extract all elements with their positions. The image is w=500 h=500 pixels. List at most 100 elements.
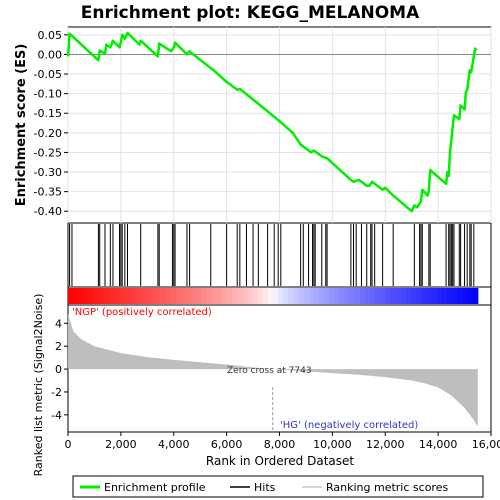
rank-gradient-segment — [288, 288, 294, 304]
rank-gradient-segment — [262, 288, 269, 304]
rank-gradient-segment — [155, 288, 161, 304]
rank-gradient-segment — [93, 288, 100, 304]
rank-gradient-segment — [375, 288, 382, 304]
rank-gradient-segment — [293, 288, 300, 304]
x-tick-label: 12,000 — [366, 438, 405, 451]
rank-gradient-segment — [216, 288, 223, 304]
x-tick-label: 10,000 — [313, 438, 352, 451]
rank-gradient-segment — [436, 288, 443, 304]
ranking-metric-series — [68, 314, 478, 427]
x-tick-label: 2,000 — [105, 438, 137, 451]
rank-gradient-segment — [416, 288, 423, 304]
rank-gradient-segment — [160, 288, 166, 304]
rank-gradient-segment — [298, 288, 305, 304]
legend-enrichment-label: Enrichment profile — [104, 481, 206, 494]
rank-gradient-segment — [411, 288, 417, 304]
enrichment-profile-line — [66, 31, 478, 213]
rank-gradient-segment — [206, 288, 213, 304]
rank-gradient-segment — [175, 288, 182, 304]
rank-gradient-segment — [180, 288, 187, 304]
rank-gradient-segment — [237, 288, 243, 304]
rank-gradient-segment — [303, 288, 310, 304]
ranking-metric-area — [68, 314, 478, 427]
x-tick-label: 14,000 — [419, 438, 458, 451]
x-axis-label: Rank in Ordered Dataset — [206, 454, 354, 468]
rank-gradient-segment — [318, 288, 325, 304]
rank-gradient-segment — [144, 288, 151, 304]
rank-gradient-segment — [252, 288, 259, 304]
rank-gradient-segment — [242, 288, 248, 304]
rank-gradient-segment — [421, 288, 428, 304]
rank-gradient-segment — [380, 288, 387, 304]
rank-gradient-segment — [313, 288, 320, 304]
rank-gradient-segment — [467, 288, 474, 304]
rank-gradient-segment — [98, 288, 105, 304]
es-y-ticks: 0.05 0.00 -0.05 -0.10 -0.15 -0.20 -0.25 -0.30 -0… — [34, 29, 68, 218]
es-y-tick-label: 0.00 — [38, 48, 63, 61]
legend-hits-label: Hits — [254, 481, 276, 494]
rank-gradient-segment — [283, 288, 289, 304]
rank-gradient-segment — [457, 288, 464, 304]
rank-gradient-segment — [390, 288, 397, 304]
rank-gradient-segment — [272, 288, 279, 304]
rank-gradient-segment — [344, 288, 351, 304]
rank-gradient-segment — [88, 288, 95, 304]
es-y-tick-label: -0.20 — [34, 127, 62, 140]
rank-gradient-segment — [257, 288, 264, 304]
legend-metric-label: Ranking metric scores — [326, 481, 448, 494]
rank-gradient-segment — [119, 288, 125, 304]
rank-gradient-segment — [365, 288, 371, 304]
rank-gradient-segment — [426, 288, 433, 304]
rank-gradient-segment — [139, 288, 146, 304]
metric-y-tick-label: 0 — [55, 363, 62, 376]
rank-gradient-segment — [278, 288, 284, 304]
rank-gradient-segment — [108, 288, 115, 304]
rank-gradient-segment — [308, 288, 315, 304]
metric-y-tick-label: -4 — [51, 409, 62, 422]
rank-gradient-segment — [324, 288, 330, 304]
rank-gradient-segment — [452, 288, 458, 304]
rank-gradient-segment — [231, 288, 238, 304]
x-tick-label: 16,000 — [472, 438, 500, 451]
rank-gradient-segment — [190, 288, 197, 304]
rank-gradient-segment — [385, 288, 392, 304]
rank-gradient-segment — [354, 288, 361, 304]
rank-gradient-segment — [329, 288, 335, 304]
rank-gradient-segment — [211, 288, 218, 304]
x-tick-label: 8,000 — [264, 438, 296, 451]
rank-gradient-segment — [170, 288, 177, 304]
es-y-tick-label: -0.40 — [34, 205, 62, 218]
rank-gradient-segment — [78, 288, 84, 304]
rank-gradient-segment — [103, 288, 110, 304]
rank-gradient-segment — [114, 288, 120, 304]
rank-color-gradient — [68, 288, 479, 304]
rank-gradient-segment — [339, 288, 346, 304]
rank-gradient-segment — [349, 288, 356, 304]
rank-gradient-segment — [359, 288, 366, 304]
rank-gradient-segment — [221, 288, 228, 304]
es-y-tick-label: -0.10 — [34, 88, 62, 101]
rank-gradient-segment — [83, 288, 90, 304]
rank-gradient-segment — [406, 288, 412, 304]
es-y-tick-label: -0.35 — [34, 186, 62, 199]
legend-box — [72, 475, 484, 498]
hit-markers — [69, 224, 475, 286]
positive-correlation-label: 'NGP' (positively correlated) — [72, 307, 212, 318]
metric-y-tick-label: 4 — [55, 317, 62, 330]
rank-gradient-segment — [334, 288, 341, 304]
rank-gradient-segment — [247, 288, 254, 304]
es-y-tick-label: -0.25 — [34, 146, 62, 159]
rank-gradient-segment — [395, 288, 402, 304]
hits-panel-frame — [67, 222, 492, 288]
rank-gradient-segment — [267, 288, 274, 304]
x-axis-ticks: 0 2,000 4,000 6,000 8,000 10,000 12,000 14,000 1… — [65, 432, 500, 451]
metric-y-tick-label: -2 — [51, 386, 62, 399]
es-y-tick-label: -0.15 — [34, 107, 62, 120]
metric-y-axis-label: Ranked list metric (Signal2Noise) — [32, 294, 45, 477]
rank-gradient-segment — [73, 288, 79, 304]
negative-correlation-label: 'HG' (negatively correlated) — [280, 420, 418, 431]
rank-gradient-segment — [441, 288, 448, 304]
es-y-tick-label: -0.30 — [34, 166, 62, 179]
es-y-tick-label: -0.05 — [34, 68, 62, 81]
